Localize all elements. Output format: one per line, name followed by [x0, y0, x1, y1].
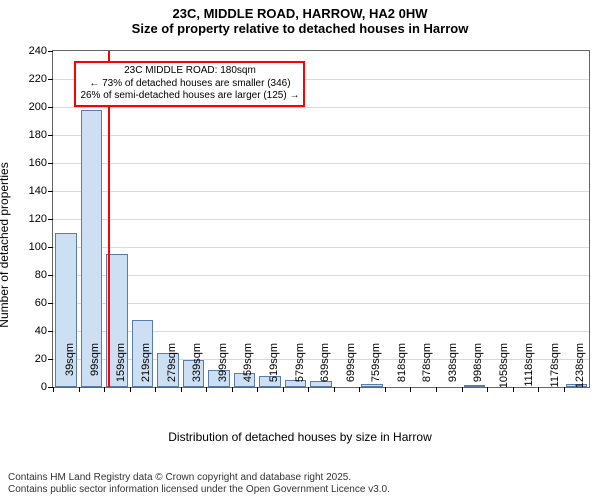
footer-attribution: Contains HM Land Registry data © Crown c… — [8, 472, 390, 496]
x-tick-label: 339sqm — [191, 343, 203, 393]
footer-line-1: Contains HM Land Registry data © Crown c… — [8, 472, 390, 484]
bar-slot: 1178sqm — [538, 51, 564, 387]
x-tick-label: 159sqm — [115, 343, 127, 393]
bar-slot: 1118sqm — [513, 51, 539, 387]
x-tick-label: 938sqm — [447, 343, 459, 393]
x-tick-mark — [181, 387, 182, 392]
x-tick-label: 818sqm — [396, 343, 408, 393]
x-tick-label: 459sqm — [242, 343, 254, 393]
x-tick-mark — [487, 387, 488, 392]
bar-slot: 938sqm — [436, 51, 462, 387]
x-tick-label: 1118sqm — [523, 343, 535, 393]
annotation-line-1: ← 73% of detached houses are smaller (34… — [80, 78, 299, 91]
x-tick-label: 399sqm — [217, 343, 229, 393]
x-tick-mark — [257, 387, 258, 392]
bar-slot: 998sqm — [462, 51, 488, 387]
chart-area: Number of detached properties 0204060801… — [0, 44, 600, 446]
x-tick-mark — [436, 387, 437, 392]
x-tick-label: 699sqm — [345, 343, 357, 393]
x-tick-label: 1238sqm — [574, 343, 586, 393]
x-tick-mark — [232, 387, 233, 392]
annotation-line-2: 26% of semi-detached houses are larger (… — [80, 90, 299, 103]
x-tick-label: 639sqm — [319, 343, 331, 393]
x-axis-label: Distribution of detached houses by size … — [0, 430, 600, 444]
bar-slot: 818sqm — [385, 51, 411, 387]
x-tick-mark — [155, 387, 156, 392]
plot-area: 02040608010012014016018020022024039sqm99… — [52, 50, 590, 388]
y-axis-label: Number of detached properties — [0, 162, 11, 327]
chart-title-block: 23C, MIDDLE ROAD, HARROW, HA2 0HW Size o… — [0, 0, 600, 36]
bar-slot: 759sqm — [359, 51, 385, 387]
x-tick-label: 219sqm — [140, 343, 152, 393]
annotation-box: 23C MIDDLE ROAD: 180sqm← 73% of detached… — [74, 61, 305, 107]
bar-slot: 878sqm — [410, 51, 436, 387]
x-tick-mark — [410, 387, 411, 392]
bar-slot: 1058sqm — [487, 51, 513, 387]
x-tick-mark — [79, 387, 80, 392]
x-tick-mark — [130, 387, 131, 392]
annotation-title: 23C MIDDLE ROAD: 180sqm — [80, 65, 299, 78]
x-tick-mark — [334, 387, 335, 392]
x-tick-label: 1178sqm — [549, 343, 561, 393]
x-tick-mark — [359, 387, 360, 392]
x-tick-label: 519sqm — [268, 343, 280, 393]
x-tick-mark — [104, 387, 105, 392]
x-tick-label: 878sqm — [421, 343, 433, 393]
x-tick-mark — [538, 387, 539, 392]
bar-slot: 699sqm — [334, 51, 360, 387]
x-tick-label: 759sqm — [370, 343, 382, 393]
footer-line-2: Contains public sector information licen… — [8, 484, 390, 496]
x-tick-mark — [564, 387, 565, 392]
x-tick-label: 39sqm — [64, 343, 76, 393]
chart-title-main: 23C, MIDDLE ROAD, HARROW, HA2 0HW — [0, 6, 600, 21]
x-tick-mark — [462, 387, 463, 392]
x-tick-label: 279sqm — [166, 343, 178, 393]
bar-slot: 1238sqm — [564, 51, 590, 387]
x-tick-label: 579sqm — [294, 343, 306, 393]
chart-title-sub: Size of property relative to detached ho… — [0, 21, 600, 36]
x-tick-mark — [283, 387, 284, 392]
x-tick-label: 998sqm — [472, 343, 484, 393]
x-tick-label: 99sqm — [89, 343, 101, 393]
bar-slot: 639sqm — [308, 51, 334, 387]
x-tick-mark — [308, 387, 309, 392]
x-tick-mark — [53, 387, 54, 392]
x-tick-mark — [513, 387, 514, 392]
x-tick-label: 1058sqm — [498, 343, 510, 393]
x-tick-mark — [206, 387, 207, 392]
x-tick-mark — [385, 387, 386, 392]
